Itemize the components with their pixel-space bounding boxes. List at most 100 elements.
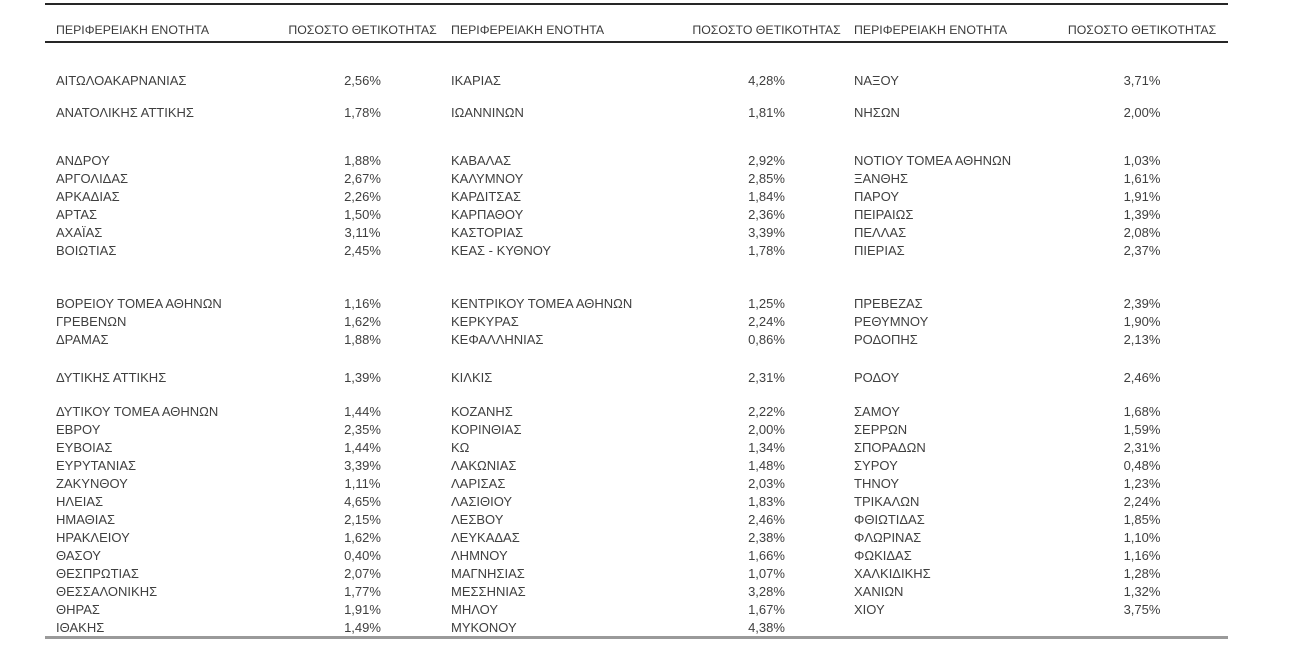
region-name-cell: ΒΟΡΕΙΟΥ ΤΟΜΕΑ ΑΘΗΝΩΝ <box>56 295 222 311</box>
region-name-cell: ΑΙΤΩΛΟΑΚΑΡΝΑΝΙΑΣ <box>56 72 187 88</box>
positivity-value-cell: 2,08% <box>1123 224 1161 240</box>
positivity-value-cell: 1,68% <box>1123 403 1161 419</box>
region-name-cell: ΤΗΝΟΥ <box>854 475 900 491</box>
region-name-cell: ΔΡΑΜΑΣ <box>56 331 109 347</box>
table-row: ΒΟΙΩΤΙΑΣ 2,45% ΚΕΑΣ - ΚΥΘΝΟΥ 1,78% ΠΙΕΡΙΑΣ 2,… <box>45 241 1228 259</box>
positivity-value-cell: 2,92% <box>748 152 785 168</box>
positivity-value-cell: 0,48% <box>1123 457 1161 473</box>
positivity-value-cell: 2,38% <box>748 529 785 545</box>
spacer-row <box>45 348 1228 368</box>
positivity-value-cell: 1,91% <box>1123 188 1161 204</box>
positivity-value-cell: 3,39% <box>344 457 381 473</box>
region-name-cell: ΠΙΕΡΙΑΣ <box>854 242 905 258</box>
region-name-cell: ΠΕΙΡΑΙΩΣ <box>854 206 914 222</box>
positivity-value-cell: 2,67% <box>344 170 381 186</box>
region-name-cell: ΛΕΥΚΑΔΑΣ <box>451 529 520 545</box>
region-name-cell: ΚΩ <box>451 439 470 455</box>
region-name-cell: ΦΩΚΙΔΑΣ <box>854 547 912 563</box>
region-name-cell: ΚΕΑΣ - ΚΥΘΝΟΥ <box>451 242 552 258</box>
positivity-value-cell: 2,46% <box>748 511 785 527</box>
region-name-cell: ΝΗΣΩΝ <box>854 104 900 120</box>
region-name-cell: ΙΚΑΡΙΑΣ <box>451 72 501 88</box>
region-name-cell: ΗΛΕΙΑΣ <box>56 493 104 509</box>
positivity-value-cell: 1,77% <box>344 583 381 599</box>
positivity-value-cell: 2,37% <box>1123 242 1161 258</box>
positivity-value-cell: 1,48% <box>748 457 785 473</box>
region-name-cell: ΕΥΒΟΙΑΣ <box>56 439 113 455</box>
table-row: ΑΡΚΑΔΙΑΣ 2,26% ΚΑΡΔΙΤΣΑΣ 1,84% ΠΑΡΟΥ 1,91% <box>45 187 1228 205</box>
region-name-cell: ΚΟΖΑΝΗΣ <box>451 403 513 419</box>
positivity-value-cell: 1,78% <box>748 242 785 258</box>
positivity-value-cell: 2,36% <box>748 206 785 222</box>
region-name-cell: ΘΑΣΟΥ <box>56 547 101 563</box>
positivity-rate-table: ΠΕΡΙΦΕΡΕΙΑΚΗ ΕΝΟΤΗΤΑ ΠΟΣΟΣΤΟ ΘΕΤΙΚΟΤΗΤΑΣ… <box>45 3 1228 639</box>
table-row: ΗΡΑΚΛΕΙΟΥ 1,62% ΛΕΥΚΑΔΑΣ 2,38% ΦΛΩΡΙΝΑΣ 1,10% <box>45 528 1228 546</box>
region-name-cell: ΛΗΜΝΟΥ <box>451 547 508 563</box>
table-row: ΕΒΡΟΥ 2,35% ΚΟΡΙΝΘΙΑΣ 2,00% ΣΕΡΡΩΝ 1,59% <box>45 420 1228 438</box>
positivity-value-cell: 1,81% <box>748 104 785 120</box>
region-name-cell: ΔΥΤΙΚΗΣ ΑΤΤΙΚΗΣ <box>56 369 167 385</box>
positivity-value-cell: 3,71% <box>1123 72 1161 88</box>
positivity-value-cell: 1,44% <box>344 403 381 419</box>
spacer-cell <box>45 386 1228 402</box>
region-name-cell: ΚΑΣΤΟΡΙΑΣ <box>451 224 524 240</box>
positivity-value-cell: 1,59% <box>1123 421 1161 437</box>
column-header-regional-unit-2: ΠΕΡΙΦΕΡΕΙΑΚΗ ΕΝΟΤΗΤΑ <box>440 5 690 43</box>
spacer-cell <box>45 348 1228 368</box>
region-name-cell: ΞΑΝΘΗΣ <box>854 170 909 186</box>
positivity-value-cell: 2,13% <box>1123 331 1161 347</box>
spacer-cell <box>45 128 1228 151</box>
table-row: ΖΑΚΥΝΘΟΥ 1,11% ΛΑΡΙΣΑΣ 2,03% ΤΗΝΟΥ 1,23% <box>45 474 1228 492</box>
positivity-value-cell: 0,86% <box>748 331 785 347</box>
table-row: ΗΛΕΙΑΣ 4,65% ΛΑΣΙΘΙΟΥ 1,83% ΤΡΙΚΑΛΩΝ 2,24% <box>45 492 1228 510</box>
table-body: ΑΙΤΩΛΟΑΚΑΡΝΑΝΙΑΣ 2,56% ΙΚΑΡΙΑΣ 4,28% ΝΑΞΟΥ 3,… <box>45 42 1228 636</box>
region-name-cell: ΚΕΝΤΡΙΚΟΥ ΤΟΜΕΑ ΑΘΗΝΩΝ <box>451 295 633 311</box>
region-name-cell: ΑΧΑΪΑΣ <box>56 224 103 240</box>
region-name-cell: ΧΑΛΚΙΔΙΚΗΣ <box>854 565 931 581</box>
column-header-regional-unit-1: ΠΕΡΙΦΕΡΕΙΑΚΗ ΕΝΟΤΗΤΑ <box>45 5 285 43</box>
positivity-value-cell: 1,78% <box>344 104 381 120</box>
region-name-cell: ΙΘΑΚΗΣ <box>56 619 105 635</box>
column-header-positivity-rate-3: ΠΟΣΟΣΤΟ ΘΕΤΙΚΟΤΗΤΑΣ <box>1056 5 1228 43</box>
region-name-cell: ΚΟΡΙΝΘΙΑΣ <box>451 421 522 437</box>
positivity-value-cell: 1,62% <box>344 313 381 329</box>
region-name-cell: ΘΕΣΣΑΛΟΝΙΚΗΣ <box>56 583 158 599</box>
spacer-row <box>45 259 1228 294</box>
table-row: ΘΕΣΠΡΩΤΙΑΣ 2,07% ΜΑΓΝΗΣΙΑΣ 1,07% ΧΑΛΚΙΔΙΚΗΣ 1… <box>45 564 1228 582</box>
spacer-cell <box>45 42 1228 64</box>
table-row: ΕΥΡΥΤΑΝΙΑΣ 3,39% ΛΑΚΩΝΙΑΣ 1,48% ΣΥΡΟΥ 0,48% <box>45 456 1228 474</box>
region-name-cell <box>843 618 1056 636</box>
positivity-value-cell: 3,11% <box>344 224 381 240</box>
positivity-value-cell: 1,34% <box>748 439 785 455</box>
region-name-cell: ΕΥΡΥΤΑΝΙΑΣ <box>56 457 137 473</box>
region-name-cell: ΕΒΡΟΥ <box>56 421 101 437</box>
table-row: ΔΡΑΜΑΣ 1,88% ΚΕΦΑΛΛΗΝΙΑΣ 0,86% ΡΟΔΟΠΗΣ 2,13% <box>45 330 1228 348</box>
table-row: ΕΥΒΟΙΑΣ 1,44% ΚΩ 1,34% ΣΠΟΡΑΔΩΝ 2,31% <box>45 438 1228 456</box>
positivity-value-cell: 4,28% <box>748 72 785 88</box>
positivity-value-cell: 1,28% <box>1123 565 1161 581</box>
region-name-cell: ΚΑΒΑΛΑΣ <box>451 152 512 168</box>
region-name-cell: ΑΡΤΑΣ <box>56 206 98 222</box>
region-name-cell: ΓΡΕΒΕΝΩΝ <box>56 313 127 329</box>
region-name-cell: ΛΑΣΙΘΙΟΥ <box>451 493 513 509</box>
positivity-value-cell: 1,44% <box>344 439 381 455</box>
region-name-cell: ΧΑΝΙΩΝ <box>854 583 904 599</box>
region-name-cell: ΚΑΛΥΜΝΟΥ <box>451 170 524 186</box>
positivity-value-cell: 1,23% <box>1123 475 1161 491</box>
positivity-value-cell: 1,16% <box>1123 547 1161 563</box>
positivity-value-cell: 1,39% <box>1123 206 1161 222</box>
positivity-value-cell: 1,85% <box>1123 511 1161 527</box>
table-row: ΓΡΕΒΕΝΩΝ 1,62% ΚΕΡΚΥΡΑΣ 2,24% ΡΕΘΥΜΝΟΥ 1,90% <box>45 312 1228 330</box>
positivity-value-cell: 2,00% <box>748 421 785 437</box>
positivity-value-cell: 1,49% <box>344 619 381 635</box>
positivity-value-cell: 1,91% <box>344 601 381 617</box>
positivity-value-cell: 1,90% <box>1123 313 1161 329</box>
table-row: ΘΕΣΣΑΛΟΝΙΚΗΣ 1,77% ΜΕΣΣΗΝΙΑΣ 3,28% ΧΑΝΙΩΝ 1,3… <box>45 582 1228 600</box>
region-name-cell: ΘΗΡΑΣ <box>56 601 100 617</box>
column-header-regional-unit-3: ΠΕΡΙΦΕΡΕΙΑΚΗ ΕΝΟΤΗΤΑ <box>843 5 1056 43</box>
region-name-cell: ΜΥΚΟΝΟΥ <box>451 619 517 635</box>
header-row: ΠΕΡΙΦΕΡΕΙΑΚΗ ΕΝΟΤΗΤΑ ΠΟΣΟΣΤΟ ΘΕΤΙΚΟΤΗΤΑΣ… <box>45 5 1228 43</box>
positivity-value-cell: 1,25% <box>748 295 785 311</box>
spacer-cell <box>45 259 1228 294</box>
region-name-cell: ΠΕΛΛΑΣ <box>854 224 907 240</box>
